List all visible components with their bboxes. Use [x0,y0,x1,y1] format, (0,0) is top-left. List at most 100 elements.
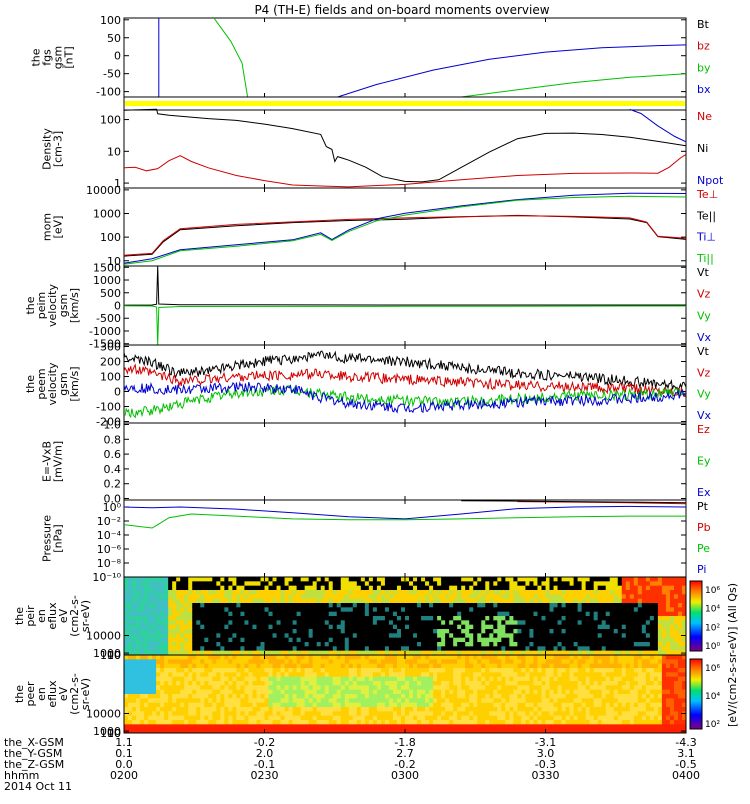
spectrogram-cell [184,603,189,608]
spectrogram-cell [465,703,470,708]
spectrogram-cell [325,703,330,708]
spectrogram-cell [285,677,290,682]
spectrogram-cell [437,668,442,673]
spectrogram-cell [240,677,245,682]
spectrogram-cell [341,724,346,729]
spectrogram-cell [208,716,213,721]
spectrogram-cell [164,607,169,612]
spectrogram-cell [437,659,442,664]
spectrogram-cell [389,638,394,643]
spectrogram-cell [204,694,209,699]
spectrogram-cell [578,690,583,695]
spectrogram-cell [485,577,490,582]
spectrogram-cell [236,633,241,638]
spectrogram-cell [481,707,486,712]
spectrogram-cell [554,694,559,699]
spectrogram-cell [525,581,530,586]
spectrogram-cell [501,590,506,595]
spectrogram-cell [357,720,362,725]
spectrogram-cell [489,659,494,664]
spectrogram-cell [240,625,245,630]
spectrogram-cell [405,607,410,612]
spectrogram-cell [546,594,551,599]
spectrogram-cell [365,672,370,677]
spectrogram-cell [533,612,538,617]
spectrogram-cell [606,698,611,703]
spectrogram-cell [497,681,502,686]
spectrogram-cell [156,655,161,660]
spectrogram-cell [144,590,149,595]
spectrogram-cell [377,629,382,634]
spectrogram-cell [650,629,655,634]
spectrogram-cell [529,659,534,664]
spectrogram-cell [208,625,213,630]
spectrogram-cell [449,616,454,621]
legend-entry-Ex: Ex [697,486,711,499]
spectrogram-cell [437,633,442,638]
spectrogram-cell [260,711,265,716]
spectrogram-cell [417,655,422,660]
spectrogram-cell [329,612,334,617]
spectrogram-cell [184,633,189,638]
spectrogram-cell [365,664,370,669]
spectrogram-cell [273,711,278,716]
spectrogram-cell [574,590,579,595]
spectrogram-cell [321,698,326,703]
spectrogram-cell [377,612,382,617]
spectrogram-cell [236,638,241,643]
spectrogram-cell [562,646,567,651]
spectrogram-cell [413,720,418,725]
spectrogram-cell [224,629,229,634]
spectrogram-cell [598,646,603,651]
spectrogram-cell [277,594,282,599]
spectrogram-cell [541,677,546,682]
spectrogram-cell [337,599,342,604]
spectrogram-cell [493,698,498,703]
spectrogram-cell [265,703,270,708]
spectrogram-cell [385,677,390,682]
y-tick-label: 0.6 [104,448,122,461]
spectrogram-cell [505,677,510,682]
spectrogram-cell [509,668,514,673]
spectrogram-cell [449,599,454,604]
spectrogram-cell [445,590,450,595]
spectrogram-cell [509,703,514,708]
spectrogram-cell [385,607,390,612]
spectrogram-cell [148,677,153,682]
spectrogram-cell [285,711,290,716]
spectrogram-cell [273,633,278,638]
spectrogram-cell [281,698,286,703]
spectrogram-cell [373,586,378,591]
spectrogram-cell [220,690,225,695]
spectrogram-cell [493,638,498,643]
spectrogram-cell [425,703,430,708]
spectrogram-cell [614,620,619,625]
spectrogram-cell [132,599,137,604]
spectrogram-cell [168,690,173,695]
spectrogram-cell [228,646,233,651]
spectrogram-cell [409,638,414,643]
spectrogram-cell [365,659,370,664]
spectrogram-cell [208,629,213,634]
spectrogram-cell [582,620,587,625]
spectrogram-cell [148,707,153,712]
spectrogram-cell [325,638,330,643]
spectrogram-cell [582,625,587,630]
spectrogram-cell [513,633,518,638]
spectrogram-cell [216,716,221,721]
spectrogram-cell [152,612,157,617]
spectrogram-cell [188,638,193,643]
spectrogram-cell [373,594,378,599]
spectrogram-cell [590,690,595,695]
spectrogram-cell [200,642,205,647]
spectrogram-cell [144,594,149,599]
spectrogram-cell [425,638,430,643]
spectrogram-cell [152,633,157,638]
spectrogram-cell [345,711,350,716]
spectrogram-cell [650,599,655,604]
spectrogram-cell [160,607,165,612]
spectrogram-cell [244,711,249,716]
spectrogram-cell [168,646,173,651]
spectrogram-cell [293,711,298,716]
spectrogram-cell [481,724,486,729]
